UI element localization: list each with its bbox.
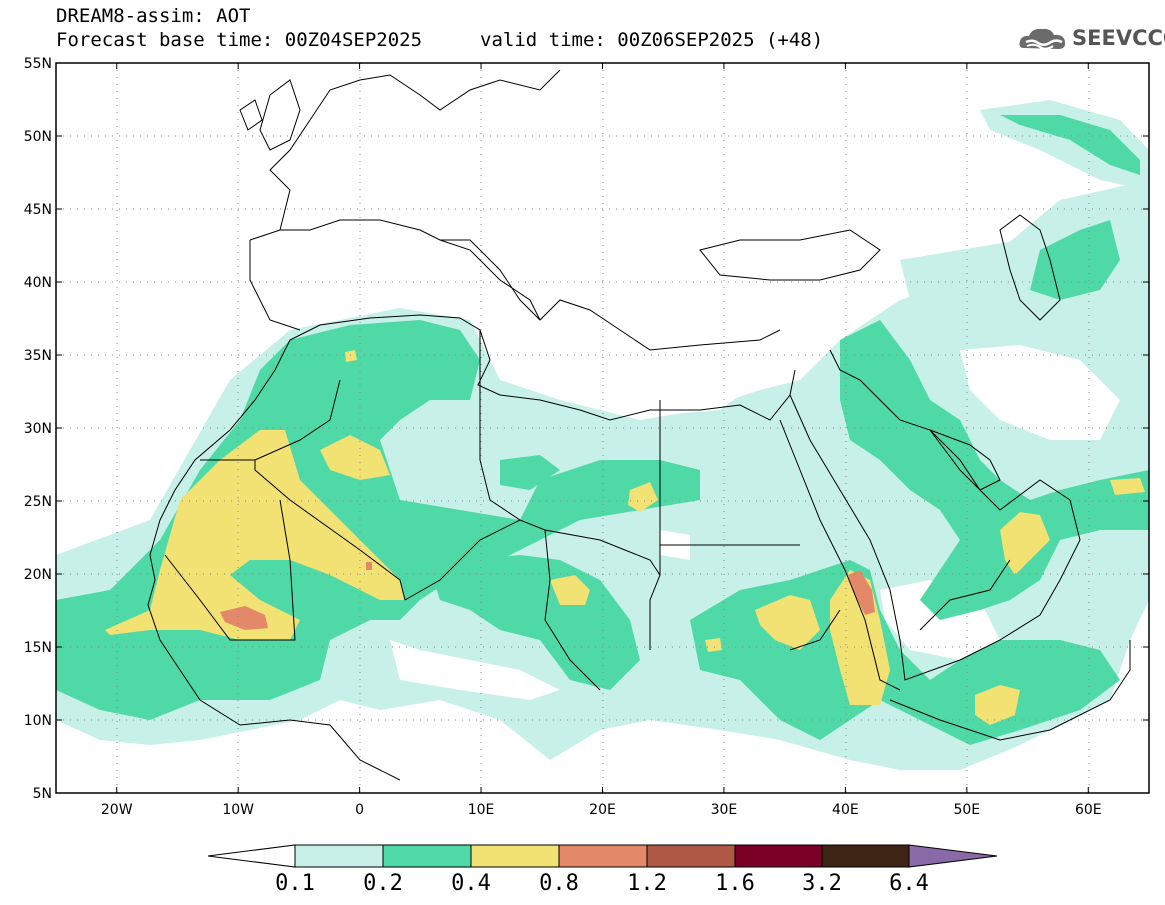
lon-label: 20E: [589, 802, 616, 818]
lat-label: 45N: [24, 202, 52, 218]
lon-label: 30E: [711, 802, 738, 818]
lon-label: 0: [355, 802, 364, 818]
lat-label: 25N: [24, 494, 52, 510]
aot-shading: [56, 100, 1149, 770]
coastlines: [147, 69, 1131, 781]
lat-label: 40N: [24, 275, 52, 291]
seevccc-logo-text: SEEVCCC: [1072, 26, 1165, 50]
colorbar: [207, 844, 998, 868]
valid-time: valid time: 00Z06SEP2025 (+48): [480, 29, 824, 51]
lat-label: 15N: [24, 640, 52, 656]
latitude-axis: 5N 10N 15N 20N 25N 30N 35N 40N 45N 50N 55N: [24, 56, 1149, 802]
colorbar-label: 3.2: [802, 871, 842, 896]
lat-label: 55N: [24, 56, 52, 72]
colorbar-label: 0.2: [363, 871, 403, 896]
lon-label: 20W: [101, 802, 133, 818]
colorbar-bin: [821, 844, 910, 868]
colorbar-label: 0.8: [539, 871, 579, 896]
colorbar-label: 1.2: [627, 871, 667, 896]
colorbar-label: 0.4: [451, 871, 491, 896]
graticule: [56, 63, 1149, 793]
colorbar-bin: [558, 844, 648, 868]
colorbar-label: 0.1: [275, 871, 315, 896]
colorbar-bin: [646, 844, 736, 868]
colorbar-label: 6.4: [889, 871, 929, 896]
lat-label: 50N: [24, 129, 52, 145]
lat-label: 10N: [24, 713, 52, 729]
colorbar-low-arrow: [207, 844, 296, 868]
longitude-axis: 20W 10W 0 10E 20E 30E 40E 50E 60E: [101, 63, 1102, 818]
map-title: DREAM8-assim: AOT: [56, 5, 251, 27]
colorbar-label: 1.6: [715, 871, 755, 896]
lat-label: 20N: [24, 567, 52, 583]
lat-label: 5N: [33, 786, 52, 802]
colorbar-high-arrow: [908, 844, 998, 868]
lon-label: 10W: [222, 802, 254, 818]
colorbar-bin: [470, 844, 560, 868]
colorbar-bin: [294, 844, 384, 868]
lon-label: 10E: [468, 802, 495, 818]
colorbar-bin: [382, 844, 472, 868]
lat-label: 35N: [24, 348, 52, 364]
colorbar-bin: [734, 844, 823, 868]
lon-label: 60E: [1075, 802, 1102, 818]
cloud-logo-icon: [1019, 28, 1066, 50]
lat-label: 30N: [24, 421, 52, 437]
forecast-base-time: Forecast base time: 00Z04SEP2025: [56, 29, 423, 51]
lon-label: 40E: [832, 802, 859, 818]
lon-label: 50E: [953, 802, 980, 818]
